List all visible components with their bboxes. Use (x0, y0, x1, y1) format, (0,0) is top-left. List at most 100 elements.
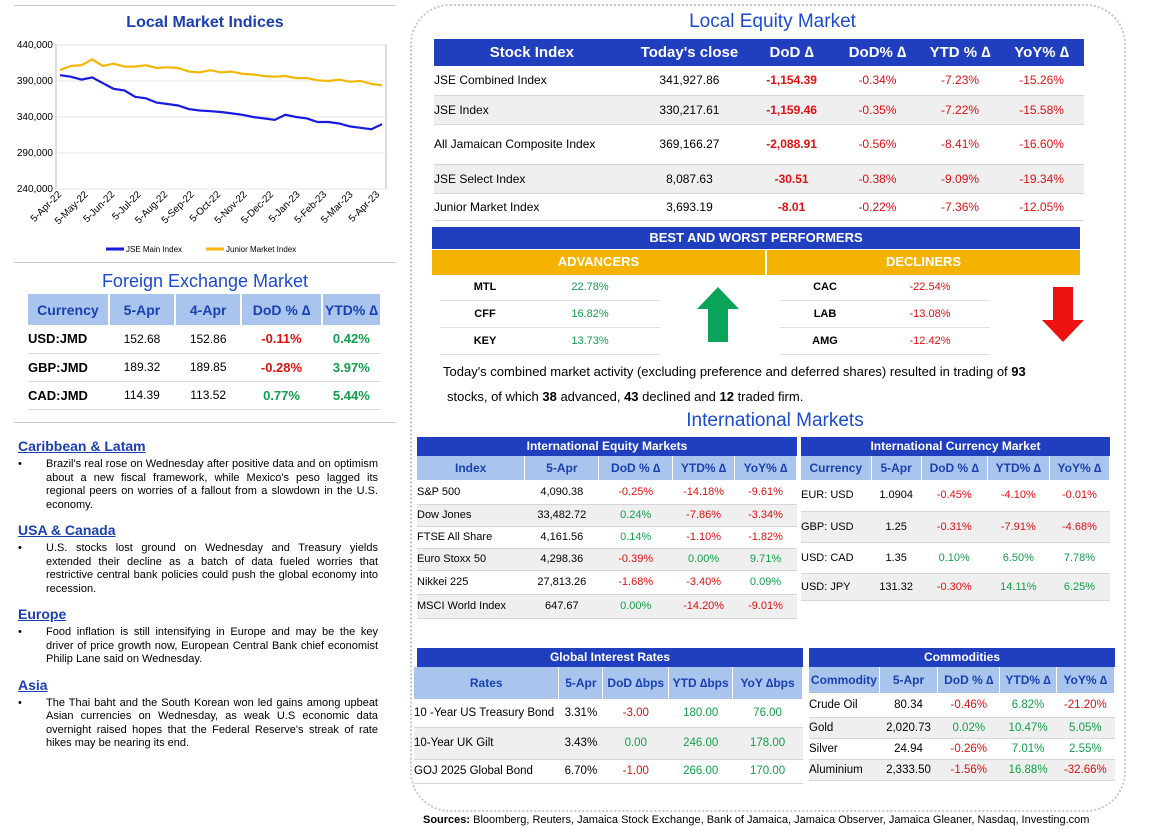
fx-header: 4-Apr (175, 294, 243, 325)
fx-header: DoD % ∆ (241, 294, 323, 325)
summary-firm: 12 (719, 389, 734, 404)
performer-row: KEY 13.73% (440, 328, 660, 355)
intl-dod: 0.00 (602, 727, 669, 760)
intl-header: Rates (414, 667, 560, 699)
equity-yoy: -12.05% (999, 193, 1084, 221)
equity-dodp: -0.56% (833, 124, 921, 165)
intl-dod: -0.45% (921, 480, 988, 512)
intl-ytd: -1.10% (672, 526, 735, 549)
intl-dod: -0.39% (598, 548, 673, 571)
intl-ytd: 14.11% (987, 573, 1050, 601)
performer-row: CFF 16.82% (440, 301, 660, 328)
equity-dod: -2,088.91 (749, 124, 834, 165)
intl-name: GBP: USD (801, 511, 872, 543)
table-row: JSE Combined Index 341,927.86 -1,154.39 -0.… (434, 66, 1084, 96)
performer-ticker: LAB (813, 308, 837, 320)
equity-dodp: -0.22% (833, 193, 921, 221)
intl-dod: -0.26% (937, 738, 1000, 760)
summary-text-5: traded firm. (733, 389, 804, 404)
table-row: USD:JMD 152.68 152.86 -0.11% 0.42% (28, 325, 381, 354)
intl-yoy: 2.55% (1056, 738, 1115, 760)
intl-name: Nikkei 225 (417, 570, 525, 595)
intl-yoy: 9.71% (734, 548, 797, 571)
summary-total: 93 (1011, 364, 1026, 379)
intl-name: USD: JPY (801, 573, 872, 601)
intl-header: Currency (801, 456, 872, 480)
intl-header: YTD ∆bps (668, 667, 734, 699)
intl-ytd: -14.18% (672, 480, 735, 505)
intl-yoy: -32.66% (1056, 759, 1115, 781)
intl-dod: 0.02% (937, 717, 1000, 739)
table-row: JSE Select Index 8,087.63 -30.51 -0.38% -9.0… (434, 164, 1084, 194)
intl-value: 1.0904 (871, 480, 922, 512)
intl-ytd: -3.40% (672, 570, 735, 595)
equity-close: 3,693.19 (629, 193, 750, 221)
intl-value: 33,482.72 (524, 504, 599, 527)
left-divider-2 (14, 422, 396, 423)
intl-yoy: 170.00 (732, 759, 803, 784)
local-equity-table: Stock Index Today's close DoD ∆ DoD% ∆ YTD %… (434, 39, 1084, 221)
intl-name: USD: CAD (801, 542, 872, 574)
intl-name: EUR: USD (801, 480, 872, 512)
intl-dod: -0.46% (937, 693, 1000, 718)
equity-name: JSE Combined Index (434, 66, 630, 96)
equity-header: DoD ∆ (769, 44, 814, 61)
intl-name: S&P 500 (417, 480, 525, 505)
news-heading: Asia (18, 676, 48, 693)
performer-row: AMG -12.42% (780, 328, 990, 355)
equity-ytd: -7.23% (920, 66, 1000, 96)
fx-value: 114.39 (108, 381, 176, 410)
intl-name: Dow Jones (417, 504, 525, 527)
intl-ytd: -4.10% (987, 480, 1050, 512)
decliners-list: CAC -22.54% LAB -13.08% AMG -12.42% (780, 274, 990, 355)
intl-header: Commodity (809, 667, 880, 693)
y-tick-label: 240,000 (17, 184, 54, 195)
equity-yoy: -19.34% (999, 164, 1084, 194)
rates-title: Global Interest Rates (417, 648, 803, 667)
fx-ytd: 5.44% (321, 381, 381, 410)
intl-value: 2,333.50 (879, 759, 938, 781)
fx-value: 152.86 (175, 325, 242, 354)
table-row: Dow Jones 33,482.72 0.24% -7.86% -3.34% (417, 504, 797, 527)
local-indices-title: Local Market Indices (126, 14, 284, 31)
intl-header: DoD % ∆ (921, 456, 988, 480)
table-row: Gold 2,020.73 0.02% 10.47% 5.05% (809, 717, 1115, 739)
fx-header: YTD% ∆ (321, 294, 383, 325)
intl-ytd: 6.50% (987, 542, 1050, 574)
equity-header: Stock Index (489, 44, 574, 61)
series-line (59, 74, 383, 131)
performer-row: CAC -22.54% (780, 274, 990, 301)
intl-name: Gold (809, 717, 880, 739)
intl-equity-table: Index 5-Apr DoD % ∆ YTD% ∆ YoY% ∆ S&P 500 4,0… (417, 456, 797, 619)
equity-dodp: -0.35% (833, 95, 921, 125)
news-paragraph: Brazil's real rose on Wednesday after po… (18, 458, 378, 512)
intl-dod: -1.00 (602, 759, 669, 784)
equity-ytd: -7.36% (920, 193, 1000, 221)
intl-currency-table: Currency 5-Apr DoD % ∆ YTD% ∆ YoY% ∆ EUR: US… (801, 456, 1111, 601)
sources-text: Bloomberg, Reuters, Jamaica Stock Exchan… (470, 814, 1090, 826)
equity-name: JSE Select Index (434, 164, 630, 194)
intl-value: 27,813.26 (524, 570, 599, 595)
market-summary: Today's combined market activity (exclud… (443, 359, 1083, 409)
intl-value: 3.31% (558, 699, 603, 728)
intl-value: 647.67 (524, 594, 599, 619)
table-row: USD: JPY 131.32 -0.30% 14.11% 6.25% (801, 573, 1110, 601)
intl-ytd: 0.00% (672, 548, 735, 571)
equity-ytd: -9.09% (920, 164, 1000, 194)
equity-name: Junior Market Index (434, 193, 630, 221)
intl-header: 5-Apr (879, 667, 939, 693)
summary-declined: 43 (624, 389, 639, 404)
equity-dod: -1,159.46 (749, 95, 834, 125)
equity-ytd: -8.41% (920, 124, 1000, 165)
commodities-table: Commodity 5-Apr DoD % ∆ YTD% ∆ YoY% ∆ Crude … (809, 667, 1116, 781)
performer-value: 13.73% (571, 335, 609, 347)
performer-row: MTL 22.78% (440, 274, 660, 301)
intl-dod: 0.14% (598, 526, 673, 549)
intl-name: Euro Stoxx 50 (417, 548, 525, 571)
fx-currency: USD:JMD (28, 325, 109, 354)
legend-label: JSE Main Index (126, 245, 182, 254)
intl-value: 80.34 (879, 693, 938, 718)
decliners-label: DECLINERS (767, 250, 1080, 275)
equity-close: 8,087.63 (629, 164, 750, 194)
intl-value: 1.35 (871, 542, 922, 574)
